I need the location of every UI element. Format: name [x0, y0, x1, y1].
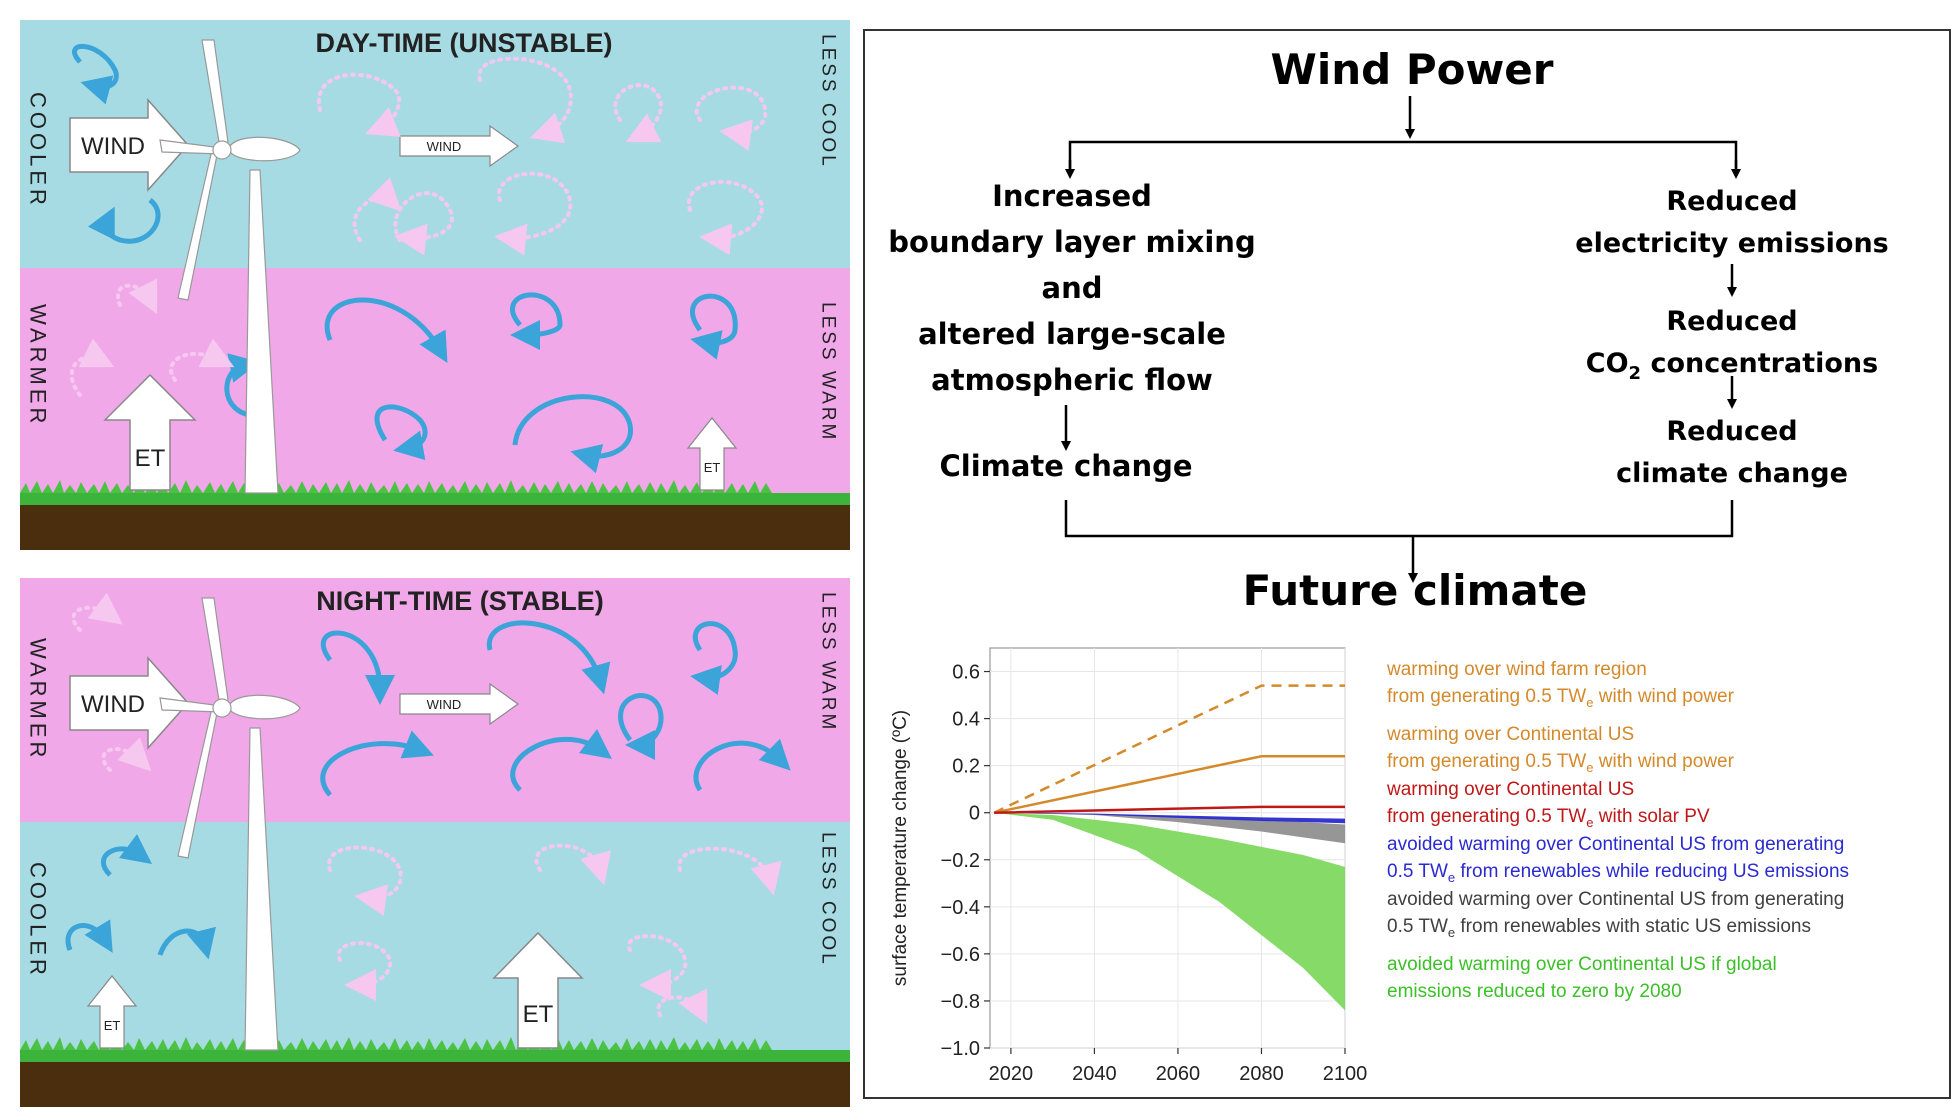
- legend-text: 0.5 TWe from renewables while reducing U…: [1387, 861, 1849, 885]
- day-et-small-label: ET: [704, 460, 721, 475]
- legend-text: warming over wind farm region: [1386, 659, 1647, 680]
- night-et-label: ET: [523, 1001, 554, 1028]
- legend-text: avoided warming over Continental US if g…: [1387, 954, 1777, 975]
- uncertainty-band: [994, 812, 1345, 1011]
- day-grass: [20, 493, 850, 505]
- flow-right-2-line-2: CO2 concentrations: [1586, 348, 1878, 384]
- chart-series: [993, 684, 1345, 814]
- flow-right-3-line-1: Reduced: [1666, 416, 1797, 447]
- night-label-warmer: WARMER: [26, 638, 51, 761]
- legend-text: from generating 0.5 TWe with wind power: [1387, 751, 1735, 775]
- chart-legend: warming over wind farm region from genera…: [1386, 659, 1849, 1002]
- y-tick-label: −0.2: [941, 850, 980, 872]
- day-panel: DAY-TIME (UNSTABLE) COOLER WARMER LESS C…: [20, 20, 850, 550]
- schematic-svg: DAY-TIME (UNSTABLE) COOLER WARMER LESS C…: [20, 20, 850, 1107]
- flow-left-line-3: and: [1042, 271, 1103, 305]
- flow-climate-change: Climate change: [939, 449, 1192, 483]
- flowchart-svg: Wind Power Increased boundary layer mixi…: [863, 29, 1951, 1099]
- night-et-arrow-big: ET: [492, 931, 584, 1049]
- y-tick-label: −0.4: [941, 897, 980, 919]
- x-tick-label: 2020: [989, 1063, 1034, 1085]
- day-title: DAY-TIME (UNSTABLE): [316, 28, 613, 58]
- night-wind-arrow-big: WIND: [69, 656, 190, 750]
- night-panel: NIGHT-TIME (STABLE) WARMER COOLER LESS W…: [20, 578, 850, 1107]
- flow-left-line-5: atmospheric flow: [931, 363, 1213, 397]
- night-blue-swirls: [65, 620, 791, 960]
- night-title: NIGHT-TIME (STABLE): [316, 586, 603, 616]
- flow-right-1-line-2: electricity emissions: [1575, 228, 1888, 259]
- x-tick-label: 2080: [1239, 1063, 1284, 1085]
- flow-right-column: Reduced electricity emissions Reduced CO…: [1575, 186, 1888, 489]
- night-wind-turbine: [159, 597, 301, 1051]
- night-label-less-cool: LESS COOL: [818, 832, 839, 967]
- night-pink-swirls: [71, 592, 782, 1025]
- night-cool-band: [20, 822, 850, 1050]
- day-et-label: ET: [135, 445, 166, 472]
- chart-x-ticks: 2020 2040 2060 2080 2100: [989, 1048, 1368, 1085]
- day-et-arrow-big: ET: [103, 373, 197, 491]
- y-tick-label: 0.2: [952, 756, 980, 778]
- flow-right-3-line-2: climate change: [1616, 458, 1848, 489]
- flow-left-column: Increased boundary layer mixing and alte…: [888, 179, 1255, 483]
- day-label-cooler: COOLER: [26, 92, 51, 209]
- y-tick-label: 0: [969, 803, 980, 825]
- day-wind-arrow-big: WIND: [69, 98, 190, 192]
- flow-right-2-line-1: Reduced: [1666, 306, 1797, 337]
- temperature-chart: 0.60.40.20−0.2−0.4−0.6−0.8−1.0 2020 2040 2…: [890, 647, 1849, 1085]
- y-tick-label: 0.6: [952, 662, 980, 684]
- series-line: [993, 684, 1345, 814]
- flow-left-line-4: altered large-scale: [918, 317, 1226, 351]
- night-wind-small-label: WIND: [427, 697, 462, 712]
- flowchart-panel: Wind Power Increased boundary layer mixi…: [860, 0, 1958, 1115]
- series-line: [993, 754, 1345, 814]
- legend-text: from generating 0.5 TWe with solar PV: [1387, 806, 1710, 830]
- chart-y-axis-label: surface temperature change (ºC): [890, 710, 911, 986]
- night-grass: [20, 1050, 850, 1062]
- flow-left-line-2: boundary layer mixing: [888, 225, 1255, 259]
- x-tick-label: 2060: [1156, 1063, 1201, 1085]
- legend-text: avoided warming over Continental US from…: [1387, 834, 1844, 855]
- night-et-arrow-small: ET: [86, 975, 138, 1049]
- day-label-less-warm: LESS WARM: [818, 302, 839, 442]
- day-wind-arrow-small: WIND: [399, 124, 520, 168]
- y-tick-label: −0.8: [941, 991, 980, 1013]
- y-tick-label: −0.6: [941, 944, 980, 966]
- day-blue-swirls: [72, 43, 738, 474]
- legend-text: emissions reduced to zero by 2080: [1387, 981, 1682, 1002]
- day-wind-turbine: [159, 39, 301, 494]
- legend-text: warming over Continental US: [1386, 779, 1634, 800]
- day-pink-swirls: [69, 56, 768, 397]
- night-soil: [20, 1062, 850, 1107]
- night-wind-label: WIND: [81, 691, 145, 718]
- flow-right-1-line-1: Reduced: [1666, 186, 1797, 217]
- legend-text: avoided warming over Continental US from…: [1387, 889, 1844, 910]
- day-label-less-cool: LESS COOL: [818, 34, 839, 169]
- flow-wind-power: Wind Power: [1271, 45, 1554, 94]
- day-soil: [20, 505, 850, 550]
- night-label-cooler: COOLER: [26, 862, 51, 979]
- y-tick-label: −1.0: [941, 1038, 980, 1060]
- legend-text: 0.5 TWe from renewables with static US e…: [1387, 916, 1811, 940]
- day-label-warmer: WARMER: [26, 304, 51, 427]
- day-wind-small-label: WIND: [427, 139, 462, 154]
- flow-future-climate: Future climate: [1243, 566, 1588, 615]
- night-et-small-label: ET: [104, 1018, 121, 1033]
- flow-left-line-1: Increased: [992, 179, 1152, 213]
- day-et-arrow-small: ET: [686, 417, 738, 491]
- legend-text: from generating 0.5 TWe with wind power: [1387, 686, 1735, 710]
- day-wind-label: WIND: [81, 133, 145, 160]
- flow-connectors: [1061, 96, 1741, 583]
- uncertainty-band: [994, 812, 1345, 824]
- chart-y-ticks: 0.6 0.4 0.2 0 −0.2 −0.4 −0.6 −0.8 −1.0: [941, 662, 990, 1060]
- legend-text: warming over Continental US: [1386, 724, 1634, 745]
- x-tick-label: 2040: [1072, 1063, 1117, 1085]
- night-label-less-warm: LESS WARM: [818, 592, 839, 732]
- series-line: [994, 805, 1345, 814]
- x-tick-label: 2100: [1323, 1063, 1368, 1085]
- night-wind-arrow-small: WIND: [399, 682, 520, 726]
- y-tick-label: 0.4: [952, 709, 980, 731]
- chart-bands: [994, 812, 1345, 1011]
- wind-turbine-schematic: DAY-TIME (UNSTABLE) COOLER WARMER LESS C…: [0, 0, 860, 1115]
